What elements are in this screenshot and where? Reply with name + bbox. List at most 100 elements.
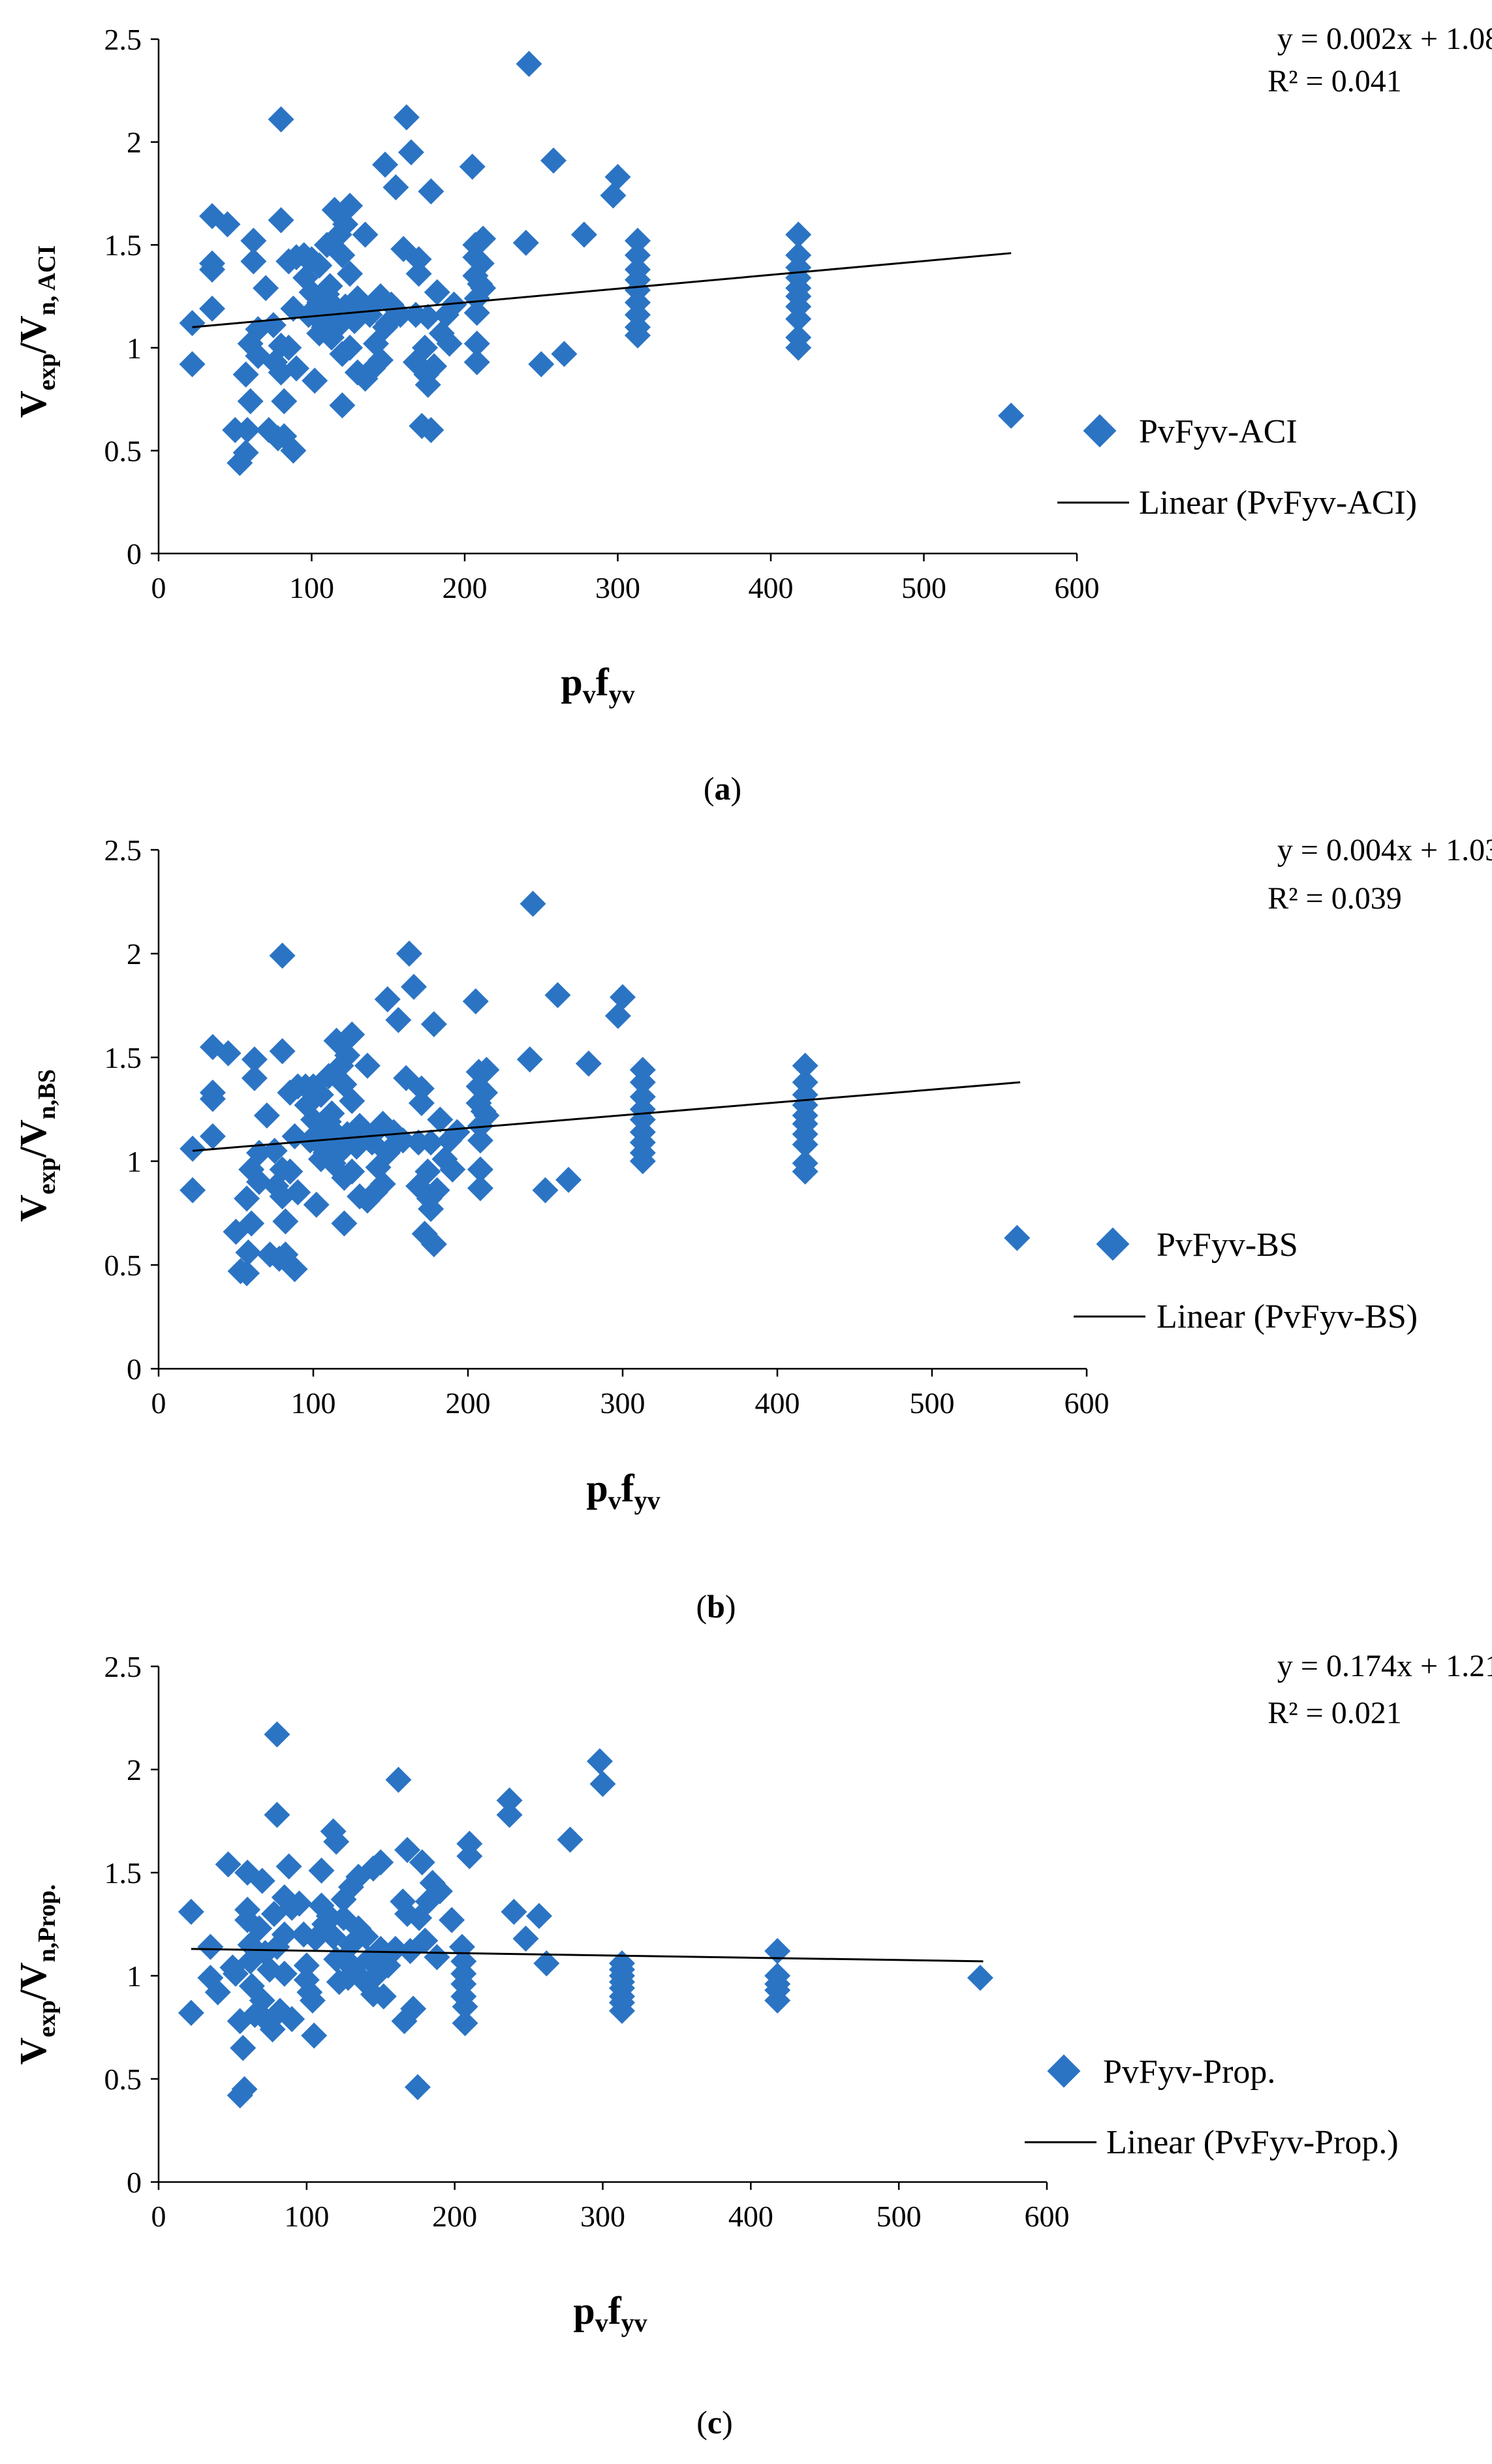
panel-a-x-tick-label: 100: [289, 571, 334, 604]
panel-c-data-point: [230, 2035, 256, 2061]
panel-c-data-point: [178, 1899, 204, 1926]
panel-b-data-point: [334, 1042, 361, 1068]
panel-a-data-point: [232, 361, 259, 388]
panel-b-data-point: [473, 1057, 500, 1084]
panel-a: 0 0.5 1 1.5 2 2.5 0 100 200 300 400 500 600 y = 0.00…: [12, 22, 1492, 807]
panel-a-data-point: [302, 367, 328, 394]
panel-b-data-point: [303, 1191, 330, 1218]
panel-c-data-point: [501, 1899, 527, 1926]
panel-c-x-tick-label: 300: [580, 2200, 625, 2233]
panel-c-data-point: [400, 1995, 427, 2022]
panel-b-y-axis-label: Vexp/Vn,BS: [12, 1069, 61, 1222]
panel-b-plot-area: 0 0.5 1 1.5 2 2.5 0 100 200 300 400 500 600: [104, 834, 1110, 1420]
panel-c-data-point: [496, 1801, 523, 1828]
panel-c-data-point: [412, 1927, 439, 1954]
panel-a-data-point: [436, 330, 463, 357]
panel-a-data-point: [459, 153, 486, 180]
panel-a-data-point: [214, 211, 241, 238]
panel-c-data-point: [249, 1987, 275, 2014]
panel-b-data-point: [199, 1123, 226, 1149]
panel-b-data-point: [467, 1156, 493, 1183]
panel-a-data-point: [463, 349, 490, 375]
panel-b-data-point: [312, 1140, 339, 1166]
panel-b-data-point: [385, 1006, 412, 1033]
panel-a-trendline: [192, 252, 1012, 328]
panel-a-equation: y = 0.002x + 1.082: [1277, 22, 1492, 56]
panel-b-data-point: [792, 1052, 818, 1079]
panel-a-data-point: [234, 416, 261, 443]
panel-b-data-point: [277, 1158, 303, 1185]
panel-b-data-point: [629, 1069, 656, 1096]
panel-b-data-point: [472, 1080, 499, 1106]
panel-a-data-point: [397, 139, 424, 166]
panel-a-data-point: [382, 174, 409, 200]
panel-c-data-point: [249, 1867, 275, 1894]
panel-c-data-point: [586, 1748, 613, 1775]
panel-b-x-tick-label: 200: [446, 1386, 491, 1420]
panel-c-x-tick-label: 500: [877, 2200, 922, 2233]
panel-b: 0 0.5 1 1.5 2 2.5 0 100 200 300 400 500 600 y = 0.00…: [12, 833, 1492, 1625]
panel-b-data-point: [427, 1106, 454, 1133]
panel-a-data-point: [468, 250, 495, 277]
panel-c-data-point: [279, 2006, 305, 2033]
panel-b-data-point: [1004, 1224, 1031, 1251]
panel-b-data-point: [424, 1177, 450, 1204]
panel-c-data-point: [404, 2074, 431, 2100]
panel-b-x-axis-label: pvfyv: [586, 1467, 660, 1515]
panel-a-caption: (a): [704, 770, 741, 807]
panel-a-x-tick-label: 600: [1055, 571, 1100, 604]
panel-c-data-point: [533, 1950, 560, 1977]
panel-b-data-point: [792, 1131, 818, 1158]
panel-b-data-point: [420, 1011, 447, 1038]
panel-c-y-axis-label: Vexp/Vn,Prop.: [12, 1884, 61, 2065]
panel-a-data-point: [785, 334, 812, 361]
panel-c-data-point: [452, 2010, 478, 2036]
panel-a-data-point: [405, 246, 432, 273]
panel-c-data-point: [178, 1999, 204, 2026]
panel-c-data-point: [352, 1923, 379, 1950]
panel-b-x-tick-label: 600: [1065, 1386, 1110, 1420]
panel-c-data-point: [299, 1987, 326, 2014]
panel-b-data-point: [604, 1003, 631, 1029]
panel-c-data-point: [323, 1828, 350, 1855]
panel-a-data-point: [624, 227, 651, 254]
panel-a-x-tick-label: 300: [595, 571, 640, 604]
panel-a-data-point: [624, 242, 651, 268]
panel-a-data-point: [329, 242, 356, 268]
panel-b-data-point: [241, 1065, 268, 1091]
panel-c-trendline: [191, 1948, 984, 1963]
panel-a-x-tick-label: 0: [151, 571, 166, 604]
panel-c-plot-area: 0 0.5 1 1.5 2 2.5 0 100 200 300 400 500 600: [104, 1650, 1070, 2233]
panel-c-data-point: [275, 1853, 302, 1880]
panel-c-legend-line-label: Linear (PvFyv-Prop.): [1106, 2124, 1399, 2161]
panel-a-data-point: [393, 104, 420, 131]
panel-a-y-tick-label: 0.5: [104, 434, 142, 467]
panel-b-data-point: [439, 1156, 466, 1183]
panel-b-trendline: [193, 1081, 1021, 1152]
panel-b-y-tick-label: 0: [127, 1352, 142, 1386]
panel-a-data-point: [998, 402, 1025, 429]
panel-b-x-tick-label: 0: [151, 1386, 166, 1420]
panel-a-data-point: [785, 305, 812, 332]
panel-c-data-point: [512, 1926, 539, 1952]
panel-c-data-point: [496, 1787, 523, 1814]
panel-b-x-tick-label: 500: [910, 1386, 955, 1420]
panel-a-data-point: [528, 351, 555, 378]
panel-a-data-point: [199, 295, 226, 322]
panel-a-data-point: [283, 355, 310, 382]
panel-a-data-point: [352, 221, 379, 248]
panel-b-legend-marker: [1096, 1227, 1130, 1261]
panel-a-data-point: [199, 257, 226, 283]
panel-c-data-point: [271, 1921, 298, 1948]
panel-b-x-tick-label: 400: [755, 1386, 800, 1420]
panel-b-data-point: [467, 1175, 493, 1202]
panel-a-plot-area: 0 0.5 1 1.5 2 2.5 0 100 200 300 400 500 600: [104, 23, 1100, 604]
panel-b-data-point: [462, 988, 489, 1015]
panel-c-x-tick-label: 200: [432, 2200, 477, 2233]
panel-b-data-point: [234, 1260, 260, 1287]
panel-a-data-point: [463, 330, 490, 357]
panel-c-data-point: [197, 1933, 224, 1960]
panel-c-legend-marker: [1047, 2054, 1081, 2088]
panel-a-data-point: [240, 227, 267, 254]
panel-b-data-point: [269, 1038, 296, 1065]
